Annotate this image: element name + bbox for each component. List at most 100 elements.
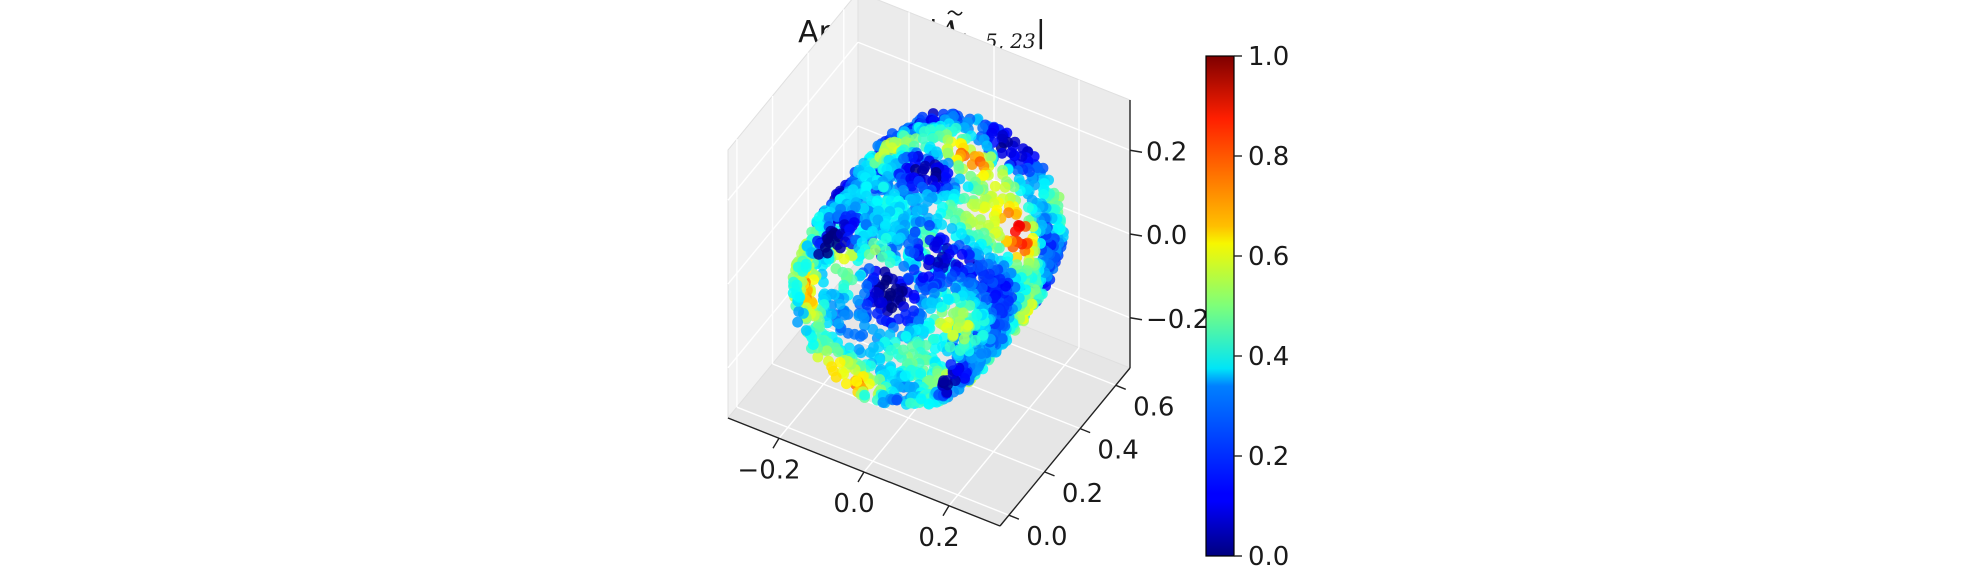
grid-line-z-left xyxy=(727,125,859,285)
scatter-point xyxy=(918,326,930,337)
grid-line-y-floor xyxy=(772,363,1045,473)
scatter-point xyxy=(1003,207,1014,219)
scatter-point xyxy=(942,134,954,146)
scatter-point xyxy=(1008,181,1020,193)
scatter-point xyxy=(841,378,852,390)
scatter-point xyxy=(813,248,825,260)
scatter-point xyxy=(851,376,863,387)
scatter-point xyxy=(931,146,942,158)
grid-line-z-left xyxy=(727,41,859,201)
scatter-point xyxy=(926,297,937,309)
y-axis-line xyxy=(999,367,1131,527)
scatter-point xyxy=(971,198,983,210)
scatter-point xyxy=(969,334,981,346)
z-axis-tick-mark xyxy=(1129,233,1143,237)
colorbar-gradient xyxy=(1205,55,1235,557)
scatter-point xyxy=(886,128,898,139)
scatter-point xyxy=(979,201,991,213)
scatter-point xyxy=(962,181,974,193)
scatter-point xyxy=(945,359,957,370)
scatter-point xyxy=(996,147,1008,159)
scatter-point xyxy=(918,163,930,175)
x-axis-tick-label: 0.2 xyxy=(918,523,959,553)
scatter-point xyxy=(800,261,812,273)
scatter-point xyxy=(823,237,835,249)
scatter-point xyxy=(858,312,870,324)
scatter-point xyxy=(898,153,909,165)
scatter-point xyxy=(900,331,912,342)
scatter-point xyxy=(936,301,947,313)
scatter-point xyxy=(929,287,940,299)
z-axis-tick-label: −0.2 xyxy=(1146,305,1209,335)
scatter-point xyxy=(957,307,969,319)
scatter-point xyxy=(989,180,1001,192)
scatter-point xyxy=(822,247,833,259)
scatter-point xyxy=(963,277,975,288)
scatter-point xyxy=(958,122,970,133)
y-axis-tick-mark xyxy=(1008,514,1020,520)
scatter-point xyxy=(908,264,920,276)
scatter-point xyxy=(898,185,909,196)
scatter-point xyxy=(981,140,993,152)
x-axis-tick-label: −0.2 xyxy=(737,455,800,485)
scatter-point xyxy=(879,266,891,278)
scatter-point xyxy=(946,223,958,234)
scatter-point xyxy=(964,300,976,311)
grid-line-x-floor xyxy=(948,347,1080,507)
scatter-point xyxy=(972,113,984,125)
colorbar-tick-label: 0.6 xyxy=(1248,242,1289,272)
grid-line-y-floor xyxy=(736,406,1010,516)
y-axis-tick-mark xyxy=(1115,384,1127,390)
scatter-point xyxy=(859,389,870,401)
scatter-points xyxy=(787,108,1069,410)
scatter-point xyxy=(793,306,805,317)
y-axis-tick-label: 0.0 xyxy=(1026,522,1067,552)
y-axis-ticks: 0.0 0.2 0.4 0.6 xyxy=(1008,384,1174,552)
scatter-point xyxy=(842,327,854,339)
scatter-point xyxy=(1027,221,1039,232)
scatter-point xyxy=(1023,201,1034,213)
scatter-point xyxy=(971,310,983,321)
x-axis-tick-mark xyxy=(772,437,780,449)
scatter-point xyxy=(950,122,962,134)
grid-line-z-back xyxy=(857,41,1131,151)
x-axis-tick-mark xyxy=(942,505,950,517)
chart-title-suffix: | xyxy=(1036,15,1046,50)
scatter-point xyxy=(909,293,920,304)
scatter-point xyxy=(864,347,876,358)
y-axis-tick-mark xyxy=(1044,471,1055,477)
scatter-point xyxy=(903,272,914,284)
colorbar-tick-label: 1.0 xyxy=(1248,42,1289,72)
scatter-point xyxy=(792,316,803,328)
scatter-point xyxy=(917,133,929,145)
scatter-point xyxy=(942,167,954,179)
scatter-point xyxy=(950,282,961,294)
scatter-point xyxy=(942,293,954,305)
scatter-point xyxy=(876,251,888,263)
scatter-point xyxy=(956,228,967,240)
colorbar-tick-label: 0.4 xyxy=(1248,342,1289,372)
scatter-point xyxy=(907,151,918,163)
scatter-point xyxy=(958,333,970,345)
scatter-point xyxy=(929,240,940,252)
scatter-point xyxy=(1029,284,1041,295)
scatter-point xyxy=(898,260,910,272)
scatter-point xyxy=(931,213,943,225)
scatter-point xyxy=(794,291,806,303)
scatter-point xyxy=(894,232,906,244)
scatter-point xyxy=(881,274,892,286)
scatter-point xyxy=(954,345,966,356)
scatter-point xyxy=(837,266,849,278)
scatter-point xyxy=(839,309,850,321)
scatter-point xyxy=(899,370,911,382)
scatter-point xyxy=(941,322,952,334)
scatter-point xyxy=(874,354,886,366)
scatter-point xyxy=(872,205,884,217)
scatter-point xyxy=(942,147,954,159)
scatter-point xyxy=(838,253,850,265)
colorbar-ticks: 0.0 0.2 0.4 0.6 0.8 1.0 xyxy=(1234,42,1289,572)
scatter-point xyxy=(897,344,909,356)
y-axis-tick-label: 0.6 xyxy=(1133,392,1174,422)
scatter-point xyxy=(1032,162,1043,174)
scatter-point xyxy=(924,375,935,386)
